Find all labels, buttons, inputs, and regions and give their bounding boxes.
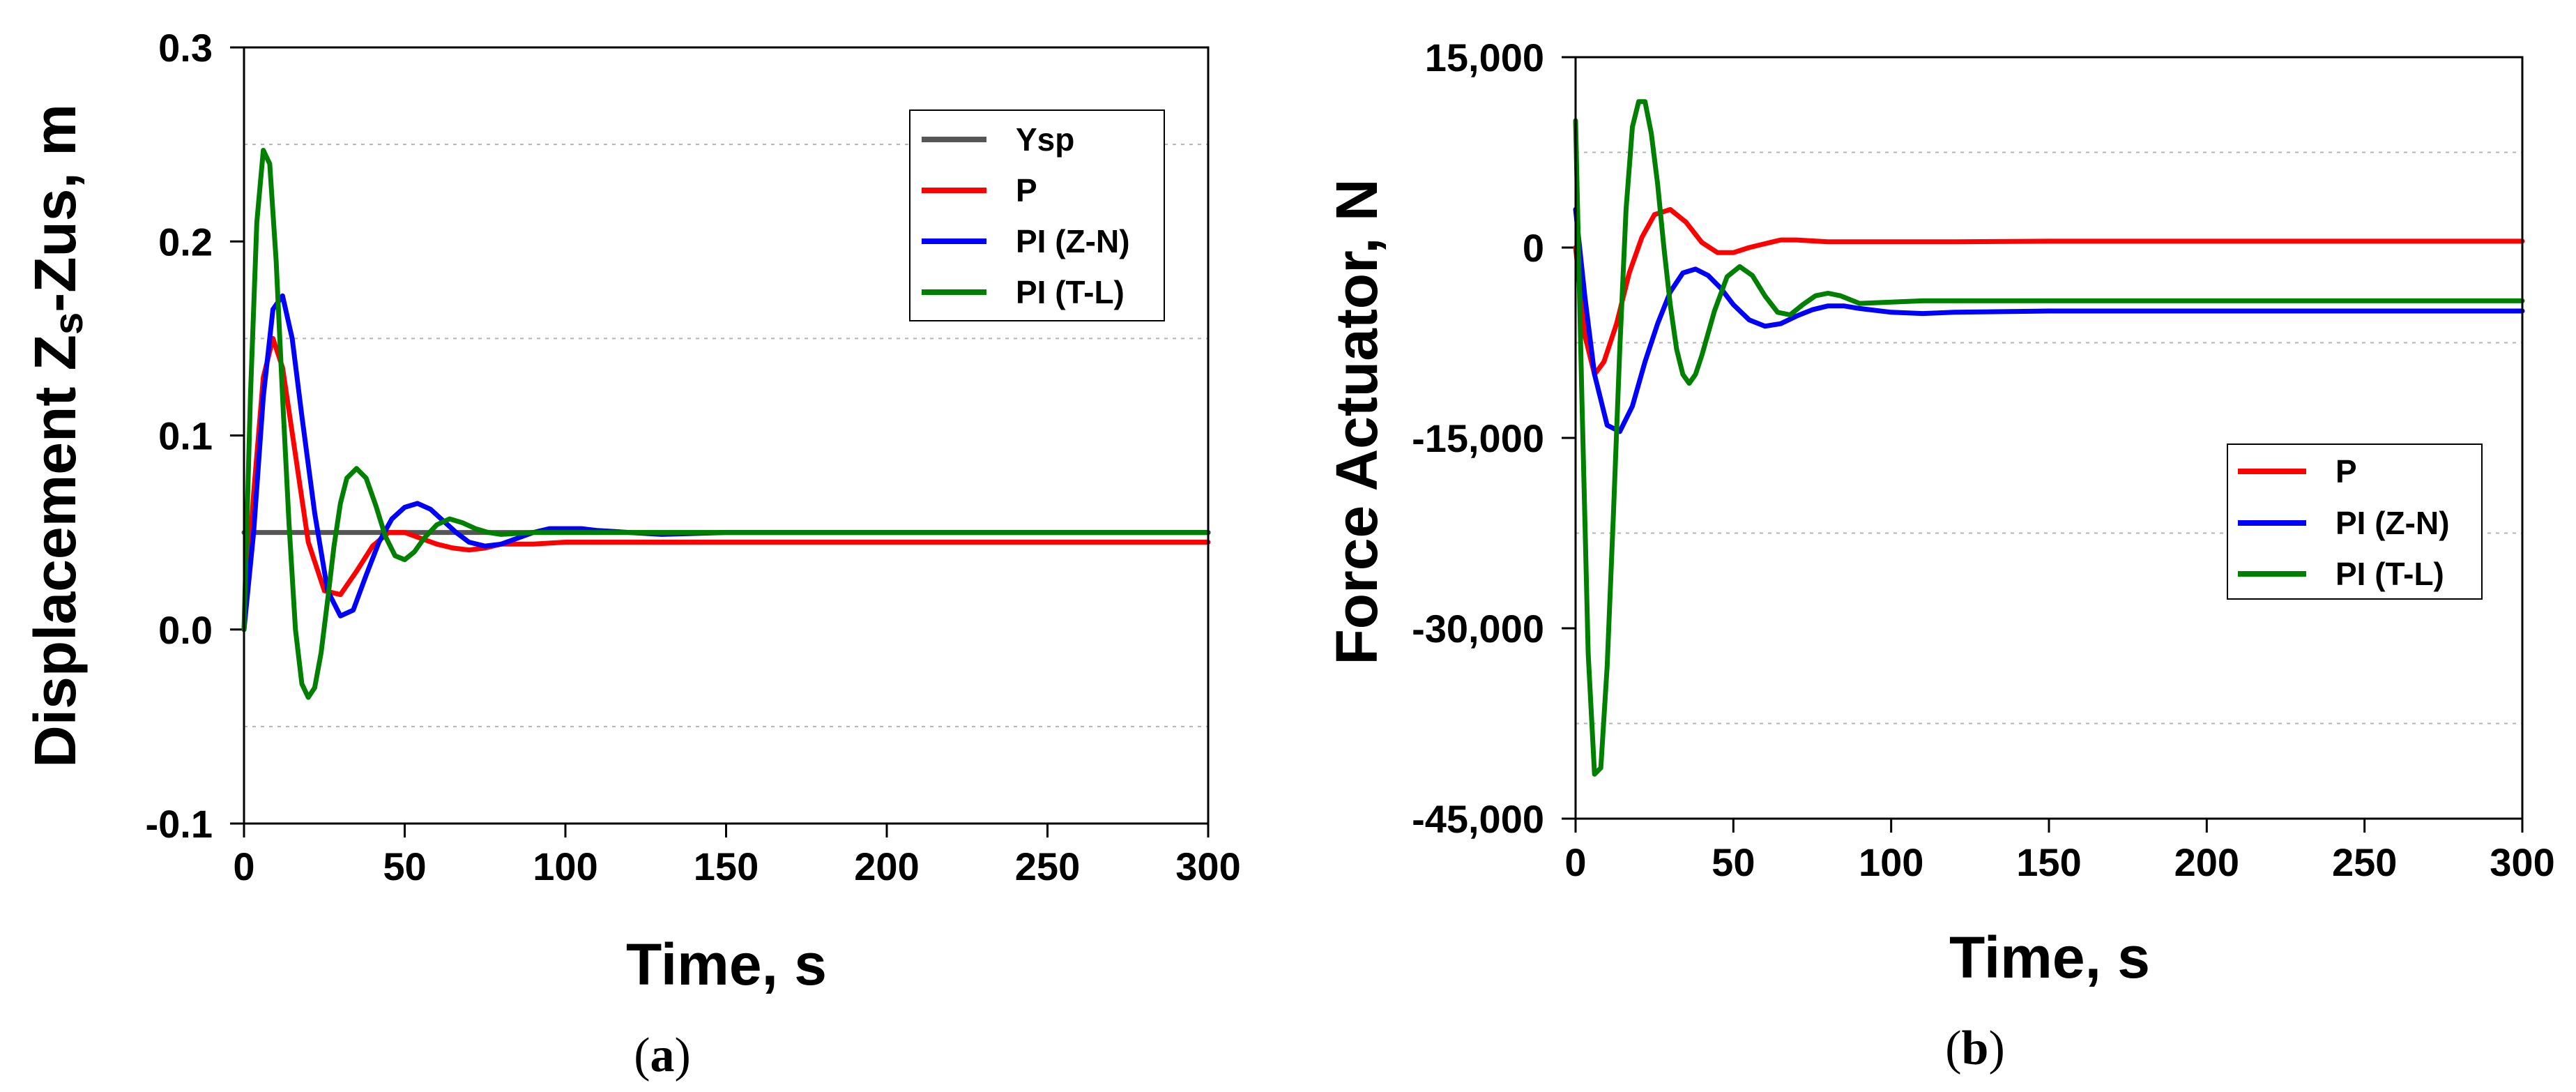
chart-a-legend: Ysp P PI (Z-N) PI (T-L) <box>909 109 1165 321</box>
chart-a-legend-label-p: P <box>1016 172 1037 208</box>
chart-b-y-tick-label: 15,000 <box>1425 36 1544 79</box>
chart-a-plot-frame <box>243 46 1210 825</box>
chart-b: -45,000 -30,000 -15,000 0 15,000 0 50 100 150 20… <box>1324 36 2555 1075</box>
chart-a-y-tick-label: 0.3 <box>158 26 213 70</box>
chart-b-series <box>1573 99 2525 777</box>
chart-a-y-tick-label: 0.1 <box>158 414 213 458</box>
chart-a-series <box>241 148 1211 700</box>
chart-b-y-axis-title: Force Actuator, N <box>1324 179 1389 665</box>
chart-a-x-tick-label: 200 <box>854 844 919 888</box>
chart-b-y-tick-labels: -45,000 -30,000 -15,000 0 15,000 <box>1412 36 1544 841</box>
chart-b-y-tick-label: 0 <box>1523 226 1544 270</box>
chart-a-legend-label-ysp: Ysp <box>1016 121 1074 158</box>
chart-b-y-tick-label: -45,000 <box>1412 797 1544 841</box>
chart-b-legend-label-p: P <box>2335 453 2357 490</box>
chart-b-x-tick-label: 200 <box>2174 840 2239 884</box>
chart-a-legend-label-pi-zn: PI (Z-N) <box>1016 223 1130 259</box>
chart-a-y-tick-label: 0.0 <box>158 608 213 652</box>
chart-a-series-pi-t-l <box>241 148 1211 700</box>
chart-b-x-tick-label: 150 <box>2016 840 2081 884</box>
chart-a-x-tick-labels: 0 50 100 150 200 250 300 <box>233 844 1240 888</box>
chart-a-series-pi-z-n <box>241 293 1211 632</box>
chart-a-panel-label: (a) <box>634 1029 691 1082</box>
chart-b-plot-frame <box>1574 56 2524 820</box>
chart-a-y-tick-label: -0.1 <box>146 802 213 846</box>
chart-b-x-tick-label: 250 <box>2332 840 2397 884</box>
chart-a-legend-label-pi-tl: PI (T-L) <box>1016 274 1125 310</box>
chart-a-x-tick-label: 150 <box>694 844 759 888</box>
chart-b-y-tick-label: -15,000 <box>1412 416 1544 460</box>
chart-a-x-tick-label: 50 <box>383 844 426 888</box>
chart-b-series-pi-z-n <box>1573 206 2525 434</box>
chart-a: -0.1 0.0 0.1 0.2 0.3 0 50 100 150 200 250 300 Disp… <box>22 26 1241 1082</box>
chart-b-series-pi-t-l <box>1573 99 2525 777</box>
chart-b-x-tick-label: 100 <box>1859 840 1923 884</box>
chart-a-y-tick-labels: -0.1 0.0 0.1 0.2 0.3 <box>146 26 213 846</box>
chart-a-x-tick-label: 250 <box>1015 844 1080 888</box>
chart-b-ticks <box>1562 56 2524 833</box>
chart-b-x-tick-label: 0 <box>1564 840 1586 884</box>
chart-b-panel-label: (b) <box>1945 1022 2005 1075</box>
chart-a-x-tick-label: 100 <box>533 844 597 888</box>
chart-b-series-p <box>1573 206 2525 377</box>
chart-b-x-tick-label: 300 <box>2490 840 2554 884</box>
chart-b-y-tick-label: -30,000 <box>1412 607 1544 651</box>
chart-b-legend: P PI (Z-N) PI (T-L) <box>2227 443 2483 600</box>
chart-b-x-tick-labels: 0 50 100 150 200 250 300 <box>1564 840 2554 884</box>
chart-a-x-axis-title: Time, s <box>626 932 827 997</box>
chart-a-x-tick-label: 0 <box>233 844 254 888</box>
chart-a-legend-box <box>909 109 1165 321</box>
chart-b-legend-label-pi-zn: PI (Z-N) <box>2335 505 2450 541</box>
chart-a-y-tick-label: 0.2 <box>158 220 213 264</box>
chart-b-legend-label-pi-tl: PI (T-L) <box>2335 556 2444 592</box>
chart-a-x-tick-label: 300 <box>1175 844 1240 888</box>
chart-a-y-axis-title: Displacement Zs-Zus, m <box>22 104 91 768</box>
chart-b-x-axis-title: Time, s <box>1949 925 2150 990</box>
chart-b-x-tick-label: 50 <box>1712 840 1755 884</box>
